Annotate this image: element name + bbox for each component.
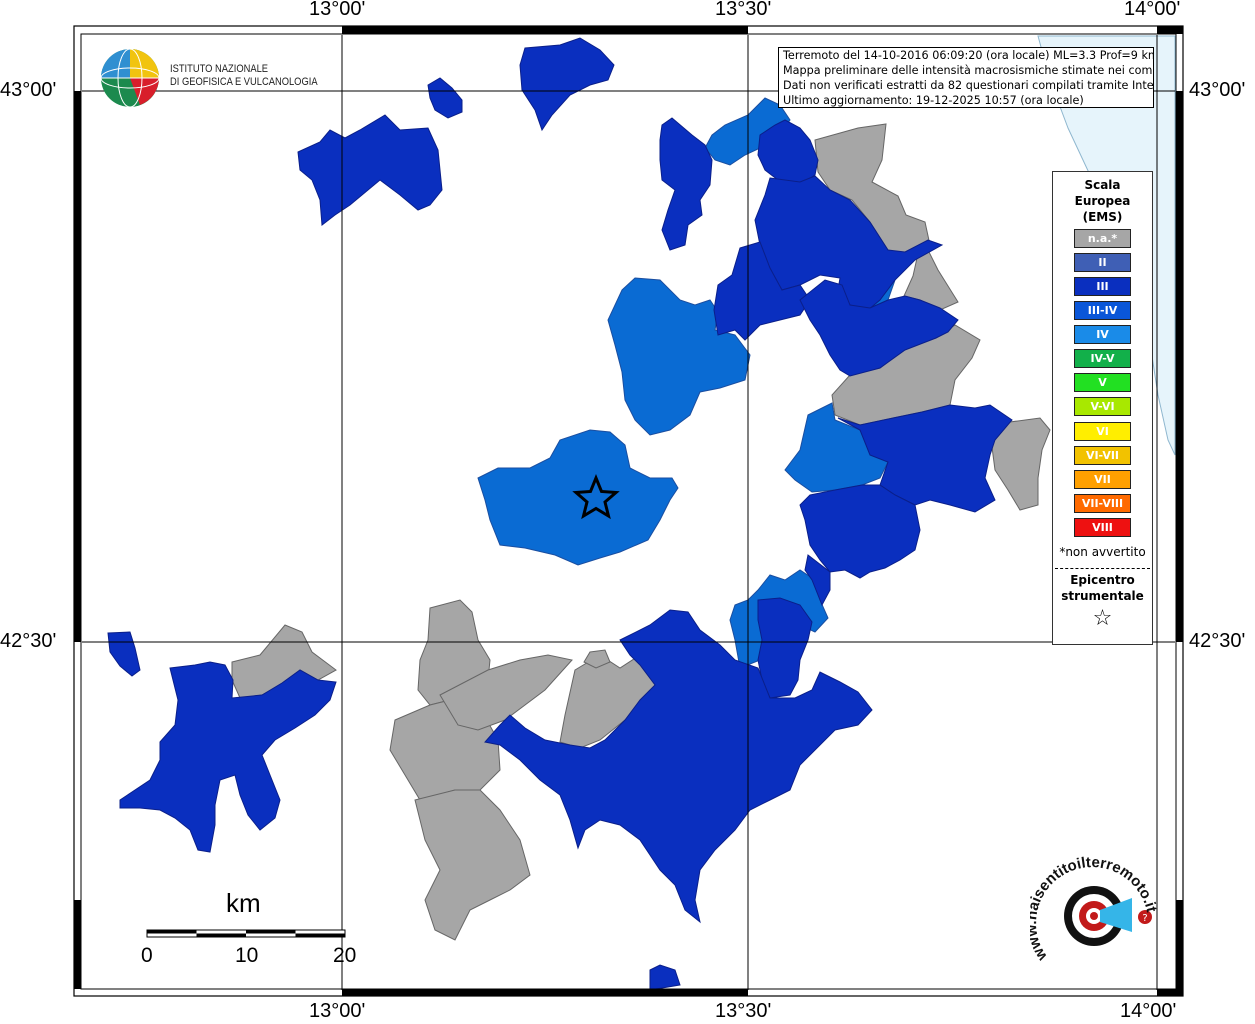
municipality-na: [439, 654, 573, 731]
lon-label-bottom: 13°30': [715, 1000, 772, 1022]
legend-swatch-iii-iv: III-IV: [1074, 301, 1131, 320]
municipality-iii-large: [484, 609, 873, 924]
municipality-iii: [799, 484, 921, 579]
legend-title-line: Scala: [1084, 178, 1121, 192]
legend-swatch-iv-v: IV-V: [1074, 349, 1131, 368]
scale-tick-label: 10: [235, 944, 259, 967]
municipality-iii: [119, 661, 337, 853]
legend-swatch-ii: II: [1074, 253, 1131, 272]
legend-swatch-na: n.a.*: [1074, 229, 1131, 248]
municipality-iii: [757, 119, 819, 186]
svg-text:www.haisentitoilterremoto.it: www.haisentitoilterremoto.it: [1030, 854, 1160, 965]
municipality-iii: [297, 114, 443, 226]
legend-swatch-v-vi: V-VI: [1074, 397, 1131, 416]
municipality-na: [989, 417, 1051, 511]
haisentito-logo-icon: ?: [1064, 886, 1152, 946]
intensity-legend: Scala Europea (EMS) n.a.* II III III-IV …: [1052, 171, 1153, 645]
municipality-iii: [799, 279, 959, 377]
scale-bar: [146, 929, 346, 938]
ingv-logo-text: ISTITUTO NAZIONALE DI GEOFISICA E VULCAN…: [170, 63, 318, 89]
municipality-iv: [607, 277, 751, 436]
legend-epicentre-line: Epicentro: [1070, 573, 1135, 587]
lon-label-top: 14°00': [1124, 0, 1181, 20]
event-info-line: Dati non verificati estratti da 82 quest…: [783, 79, 1154, 92]
municipalities-intensity-iv: [477, 97, 896, 669]
lon-label-top: 13°00': [309, 0, 366, 20]
legend-swatch-viii: VIII: [1074, 518, 1131, 537]
lon-label-bottom: 13°00': [309, 1000, 366, 1022]
municipality-na: [583, 649, 611, 669]
lat-label-right: 43°00': [1189, 79, 1246, 101]
event-info-box: Terremoto del 14-10-2016 06:09:20 (ora l…: [778, 47, 1154, 108]
municipalities-intensity-iii: [107, 37, 1013, 991]
municipality-iii: [649, 964, 681, 991]
legend-title-line: (EMS): [1082, 210, 1123, 224]
legend-swatch-iii: III: [1074, 277, 1131, 296]
municipality-iii: [713, 241, 811, 341]
svg-text:?: ?: [1142, 913, 1147, 924]
legend-swatch-iv: IV: [1074, 325, 1131, 344]
municipality-iii-iv: [784, 402, 889, 493]
municipality-iv-epicentral: [477, 429, 679, 566]
lat-label-left: 43°00': [0, 79, 57, 101]
event-info-line: Terremoto del 14-10-2016 06:09:20 (ora l…: [783, 49, 1154, 62]
legend-swatch-vii-viii: VII-VIII: [1074, 494, 1131, 513]
event-info-line: Ultimo aggiornamento: 19-12-2025 10:57 (…: [783, 94, 1084, 107]
legend-swatch-vi-vii: VI-VII: [1074, 446, 1131, 465]
lat-label-right: 42°30': [1189, 630, 1246, 652]
ingv-logo-line2: DI GEOFISICA E VULCANOLOGIA: [170, 76, 318, 88]
municipality-na: [414, 789, 531, 941]
ingv-logo-line1: ISTITUTO NAZIONALE: [170, 63, 269, 75]
municipalities-not-felt: [231, 123, 1051, 941]
legend-epicentre-line: strumentale: [1061, 589, 1144, 603]
lon-label-top: 13°30': [715, 0, 772, 20]
municipality-iii: [757, 597, 813, 699]
scale-unit-label: km: [226, 888, 261, 918]
legend-swatch-v: V: [1074, 373, 1131, 392]
scale-tick-label: 0: [141, 944, 153, 967]
lon-label-bottom: 14°00': [1120, 1000, 1177, 1022]
legend-title-line: Europea: [1074, 194, 1131, 208]
ingv-logo-icon: [100, 48, 160, 108]
legend-title: Scala Europea (EMS): [1053, 177, 1152, 225]
map-frame: [73, 25, 1184, 997]
municipality-iii: [427, 77, 463, 119]
event-info-line: Mappa preliminare delle intensità macros…: [783, 64, 1154, 77]
epicentre-star-icon: [572, 474, 620, 520]
haisentito-logo-text: www.haisentitoilterremoto.it: [1030, 854, 1160, 965]
legend-separator: [1055, 568, 1150, 569]
municipality-iii: [804, 554, 831, 607]
municipality-iii: [107, 631, 141, 677]
municipality-iii: [519, 37, 615, 132]
municipality-iii: [837, 404, 1013, 513]
legend-star-icon: ☆: [1092, 606, 1113, 631]
haisentito-logo-lettering: www.haisentitoilterremoto.it: [1030, 854, 1160, 965]
municipality-iii: [659, 117, 713, 251]
legend-note: *non avvertito: [1059, 545, 1146, 559]
scale-tick-label: 20: [333, 944, 357, 967]
lat-label-left: 42°30': [0, 630, 57, 652]
legend-swatch-vii: VII: [1074, 470, 1131, 489]
legend-swatch-vi: VI: [1074, 422, 1131, 441]
legend-epicentre-label: Epicentro strumentale: [1053, 572, 1152, 604]
